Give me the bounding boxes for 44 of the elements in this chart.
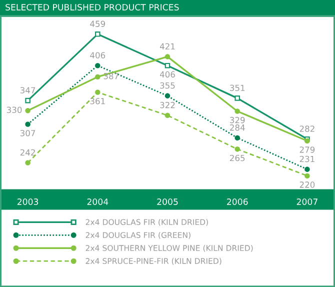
point bbox=[25, 98, 30, 104]
point bbox=[234, 96, 240, 101]
point bbox=[95, 62, 100, 68]
data-label: 282 bbox=[300, 126, 314, 132]
x-tick-label: 2004 bbox=[87, 198, 108, 205]
data-label: 387 bbox=[104, 72, 118, 80]
data-label: 406 bbox=[160, 71, 175, 78]
point bbox=[25, 108, 30, 114]
point bbox=[164, 62, 170, 68]
x-tick-label: 2003 bbox=[17, 198, 38, 205]
data-label: 406 bbox=[90, 52, 106, 58]
point bbox=[25, 160, 30, 166]
data-label: 322 bbox=[160, 102, 175, 108]
point bbox=[164, 93, 170, 98]
point bbox=[234, 108, 240, 114]
data-label: 329 bbox=[230, 116, 245, 124]
data-label: 242 bbox=[20, 149, 35, 156]
point bbox=[95, 74, 100, 80]
data-label: 231 bbox=[300, 156, 314, 162]
data-label: 421 bbox=[160, 43, 175, 50]
data-label: 347 bbox=[20, 87, 36, 94]
data-label: 330 bbox=[6, 106, 22, 114]
data-label: 361 bbox=[90, 98, 105, 104]
x-tick-label: 2006 bbox=[227, 198, 248, 205]
data-label: 355 bbox=[160, 82, 175, 89]
x-tick-label: 2007 bbox=[296, 198, 318, 205]
point bbox=[25, 122, 30, 127]
data-label: 351 bbox=[230, 84, 245, 92]
data-label: 220 bbox=[300, 182, 315, 188]
point bbox=[164, 112, 170, 118]
data-label: 284 bbox=[230, 124, 245, 131]
point bbox=[234, 135, 240, 141]
point bbox=[95, 32, 100, 37]
data-label: 459 bbox=[90, 20, 106, 27]
point bbox=[164, 54, 170, 60]
point bbox=[234, 146, 240, 152]
point bbox=[304, 173, 310, 178]
point bbox=[304, 166, 310, 172]
data-label: 265 bbox=[230, 154, 245, 162]
x-tick-label: 2005 bbox=[157, 198, 178, 205]
data-label: 307 bbox=[20, 130, 36, 136]
data-label: 279 bbox=[300, 146, 315, 153]
chart-title: SELECTED PUBLISHED PRODUCT PRICES bbox=[6, 4, 179, 10]
point bbox=[95, 90, 100, 95]
